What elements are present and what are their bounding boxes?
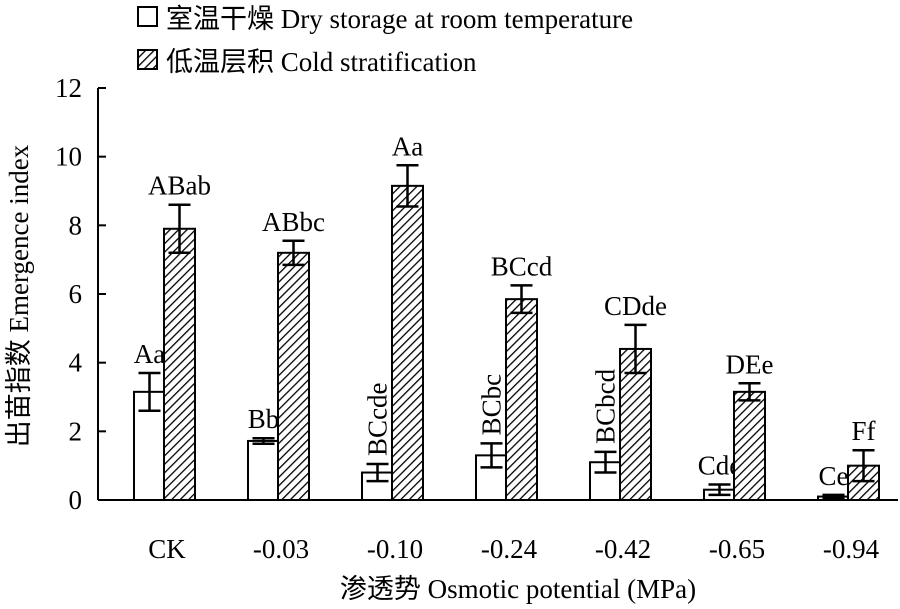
- error-bar: [366, 462, 389, 483]
- error-bar: [252, 436, 275, 445]
- y-tick-label: 12: [55, 73, 82, 103]
- x-tick-label: -0.10: [367, 534, 423, 564]
- error-bar: [282, 239, 305, 267]
- y-axis-title: 出苗指数 Emergence index: [4, 144, 34, 447]
- x-tick-label: -0.24: [481, 534, 538, 564]
- significance-label: Aa: [392, 131, 423, 161]
- error-bar: [168, 203, 191, 255]
- y-tick-label: 4: [69, 348, 83, 378]
- legend-swatch-hatched: [137, 49, 158, 70]
- error-bar: [594, 450, 617, 474]
- significance-label: BCbcd: [591, 368, 621, 444]
- significance-label: Bb: [248, 404, 280, 434]
- legend-label-cold: 低温层积 Cold stratification: [166, 47, 477, 77]
- x-tick-labels: CK -0.03 -0.10 -0.24 -0.42 -0.65 -0.94: [148, 534, 879, 564]
- x-tick-label: -0.03: [253, 534, 309, 564]
- significance-label: ABbc: [262, 207, 325, 237]
- error-bar: [510, 284, 533, 315]
- error-bar: [480, 442, 503, 469]
- y-tick-label: 2: [69, 416, 83, 446]
- y-tick-label: 10: [55, 142, 82, 172]
- error-bar: [852, 448, 875, 483]
- x-tick-label: -0.65: [709, 534, 765, 564]
- x-tick-label: -0.94: [823, 534, 880, 564]
- y-tick-label: 6: [69, 279, 83, 309]
- legend-swatch-open: [137, 6, 158, 27]
- legend-label-dry: 室温干燥 Dry storage at room temperature: [166, 4, 633, 34]
- bar-cold-stratification: [391, 184, 424, 501]
- y-ticks: 0 2 4 6 8 10 12: [55, 73, 106, 515]
- bar-dry-storage: [247, 439, 280, 501]
- significance-label: CDde: [604, 291, 667, 321]
- significance-label: BCcd: [491, 251, 553, 281]
- significance-label: DEe: [726, 349, 774, 379]
- error-bar: [822, 493, 845, 500]
- bars: AaABabBbABbcBCcdeAaBCbcBCcdBCbcdCDdeCdeD…: [133, 131, 880, 502]
- x-axis-title: 渗透势 Osmotic potential (MPa): [340, 574, 696, 604]
- error-bar: [708, 483, 731, 497]
- legend: 室温干燥 Dry storage at room temperature 低温层…: [137, 4, 633, 77]
- significance-label: BCbc: [477, 374, 507, 436]
- y-tick-label: 0: [69, 485, 83, 515]
- significance-label: Ce: [819, 461, 849, 491]
- significance-label: Ff: [851, 416, 875, 446]
- error-bar: [396, 164, 419, 208]
- error-bar: [138, 371, 161, 412]
- bar-cold-stratification: [505, 298, 538, 501]
- x-tick-label: CK: [148, 534, 186, 564]
- significance-label: BCcde: [363, 382, 393, 456]
- error-bar: [738, 382, 761, 402]
- significance-label: Aa: [134, 339, 165, 369]
- error-bar: [624, 323, 647, 375]
- bar-cold-stratification: [163, 227, 196, 501]
- x-tick-label: -0.42: [595, 534, 651, 564]
- significance-label: ABab: [148, 171, 211, 201]
- bar-cold-stratification: [277, 251, 310, 501]
- y-tick-label: 8: [69, 210, 83, 240]
- bar-cold-stratification: [733, 390, 766, 502]
